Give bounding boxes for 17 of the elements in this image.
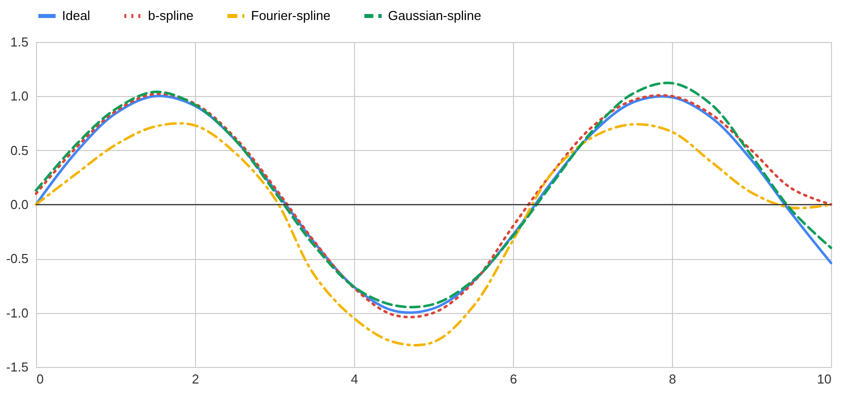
y-tick-label: 0.0	[10, 197, 28, 212]
y-tick-label: -1.5	[6, 360, 28, 374]
legend-label: Ideal	[62, 8, 90, 23]
x-tick-label: 8	[668, 372, 676, 386]
y-tick-label: 1.5	[10, 34, 28, 50]
x-tick-label: 6	[510, 372, 518, 386]
legend-label: Fourier-spline	[251, 8, 330, 23]
legend-label: b-spline	[148, 8, 194, 23]
y-tick-label: -1.0	[6, 305, 28, 320]
legend-label: Gaussian-spline	[388, 8, 482, 23]
x-tick-label: 10	[817, 372, 832, 386]
x-tick-label: 0	[36, 372, 44, 386]
y-tick-label: 1.0	[10, 88, 28, 104]
y-tick-label: 0.5	[10, 142, 28, 158]
y-tick-label: -0.5	[6, 251, 28, 266]
x-tick-label: 2	[192, 372, 200, 386]
x-tick-label: 4	[350, 372, 358, 386]
